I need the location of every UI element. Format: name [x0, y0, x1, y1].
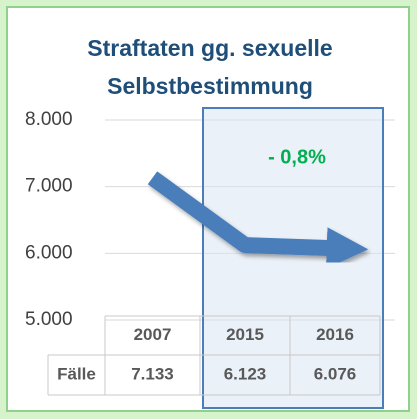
chart-title: Straftaten gg. sexuelle	[87, 35, 332, 61]
column-header: 2016	[316, 325, 354, 344]
y-tick-label: 8.000	[25, 109, 73, 130]
value-label: 7.133	[131, 364, 174, 383]
annotation: - 0,8%	[268, 146, 326, 168]
column-header: 2015	[226, 325, 264, 344]
trend-arrow	[147, 171, 369, 269]
y-tick-label: 7.000	[25, 176, 73, 197]
y-tick-label: 6.000	[25, 242, 73, 263]
chart-title: Selbstbestimmung	[107, 73, 313, 99]
row-label: Fälle	[57, 364, 96, 383]
value-label: 6.123	[224, 364, 267, 383]
y-tick-label: 5.000	[25, 309, 73, 330]
value-label: 6.076	[314, 364, 357, 383]
column-header: 2007	[134, 325, 172, 344]
